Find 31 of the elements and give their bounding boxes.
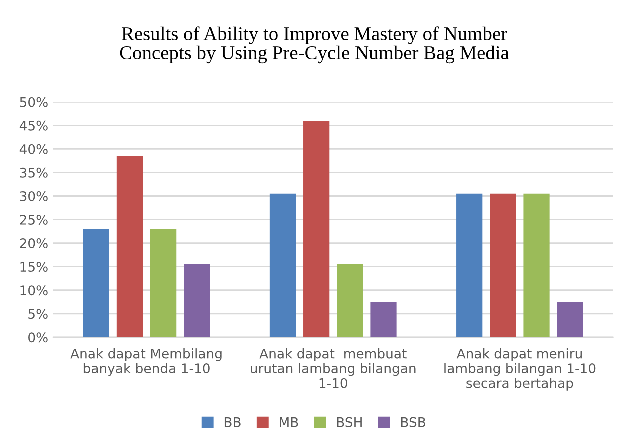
bar — [337, 264, 364, 338]
x-tick-label: Anak dapat membuat urutan lambang bilangan 1-10 — [251, 348, 416, 388]
bar — [456, 194, 483, 338]
y-tick-label: 15% — [20, 262, 48, 272]
y-tick-label: 50% — [20, 97, 48, 108]
bar — [150, 229, 177, 338]
bar — [83, 229, 110, 338]
legend-label: BSH — [337, 417, 362, 428]
bar — [270, 194, 296, 338]
legend-label: BSB — [401, 417, 426, 428]
y-tick-label: 30% — [20, 191, 48, 202]
bar — [524, 194, 550, 338]
bar — [304, 120, 330, 338]
y-tick-label: 10% — [20, 286, 48, 296]
bar — [490, 194, 516, 338]
y-tick-label: 40% — [20, 144, 48, 154]
y-tick-label: 5% — [28, 309, 48, 320]
y-tick-label: 20% — [20, 238, 48, 249]
bar — [557, 302, 584, 338]
legend-label: MB — [280, 418, 298, 428]
chart-title: Results of Ability to Improve Mastery of Number Concepts by Using Pre-Cycle Number Bag Media — [120, 26, 510, 64]
y-tick-label: 25% — [20, 215, 48, 225]
y-tick-label: 45% — [20, 120, 48, 131]
x-tick-label: Anak dapat meniru lambang bilangan 1-10 secara bertahap — [444, 348, 596, 391]
y-tick-label: 35% — [20, 168, 48, 178]
bar — [116, 156, 144, 338]
legend-label: BB — [224, 418, 241, 428]
bar — [370, 302, 397, 338]
bar — [184, 264, 210, 338]
x-tick-label: Anak dapat Membilang banyak benda 1-10 — [70, 348, 222, 376]
y-tick-label: 0% — [28, 332, 48, 343]
